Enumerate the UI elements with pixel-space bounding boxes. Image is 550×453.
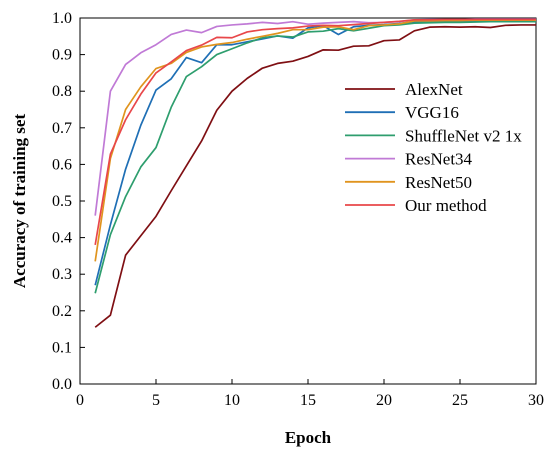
y-tick-label: 0.1 [52,339,72,356]
x-tick-label: 5 [152,392,160,409]
series-group [94,18,536,328]
y-tick-label: 0.8 [52,83,72,100]
y-axis: 0.0 0.1 0.2 0.3 0.4 0.5 0.6 0.7 0.8 0.9 1.0 [52,10,85,393]
legend-label-resnet50: ResNet50 [405,173,472,192]
x-tick-label: 0 [76,392,84,409]
x-tick-label: 10 [224,392,240,409]
series-line-alexnet [94,24,536,328]
y-tick-label: 0.5 [52,193,72,210]
y-tick-label: 0.4 [52,230,72,247]
y-tick-label: 0.3 [52,266,72,283]
x-axis: 0 5 10 15 20 25 30 [76,379,544,409]
x-tick-label: 25 [452,392,468,409]
y-tick-label: 1.0 [52,10,72,27]
legend-label-vgg16: VGG16 [405,103,459,122]
y-tick-label: 0.6 [52,156,72,173]
legend: AlexNet VGG16 ShuffleNet v2 1x ResNet34 ResN… [345,80,522,215]
y-tick-label: 0.7 [52,120,72,137]
series-line-shufflenet-v2-1x [94,20,536,294]
y-tick-label: 0.9 [52,47,72,64]
legend-label-our-method: Our method [405,196,487,215]
y-tick-label: 0.2 [52,303,72,320]
x-tick-label: 20 [376,392,392,409]
x-tick-label: 15 [300,392,316,409]
legend-label-shufflenet-v2-1x: ShuffleNet v2 1x [405,126,522,145]
x-axis-title: Epoch [285,428,332,447]
x-tick-label: 30 [528,392,544,409]
legend-label-resnet34: ResNet34 [405,150,473,169]
legend-label-alexnet: AlexNet [405,80,463,99]
series-line-our-method [94,18,536,246]
y-axis-title: Accuracy of training set [10,114,29,289]
y-tick-label: 0.0 [52,376,72,393]
